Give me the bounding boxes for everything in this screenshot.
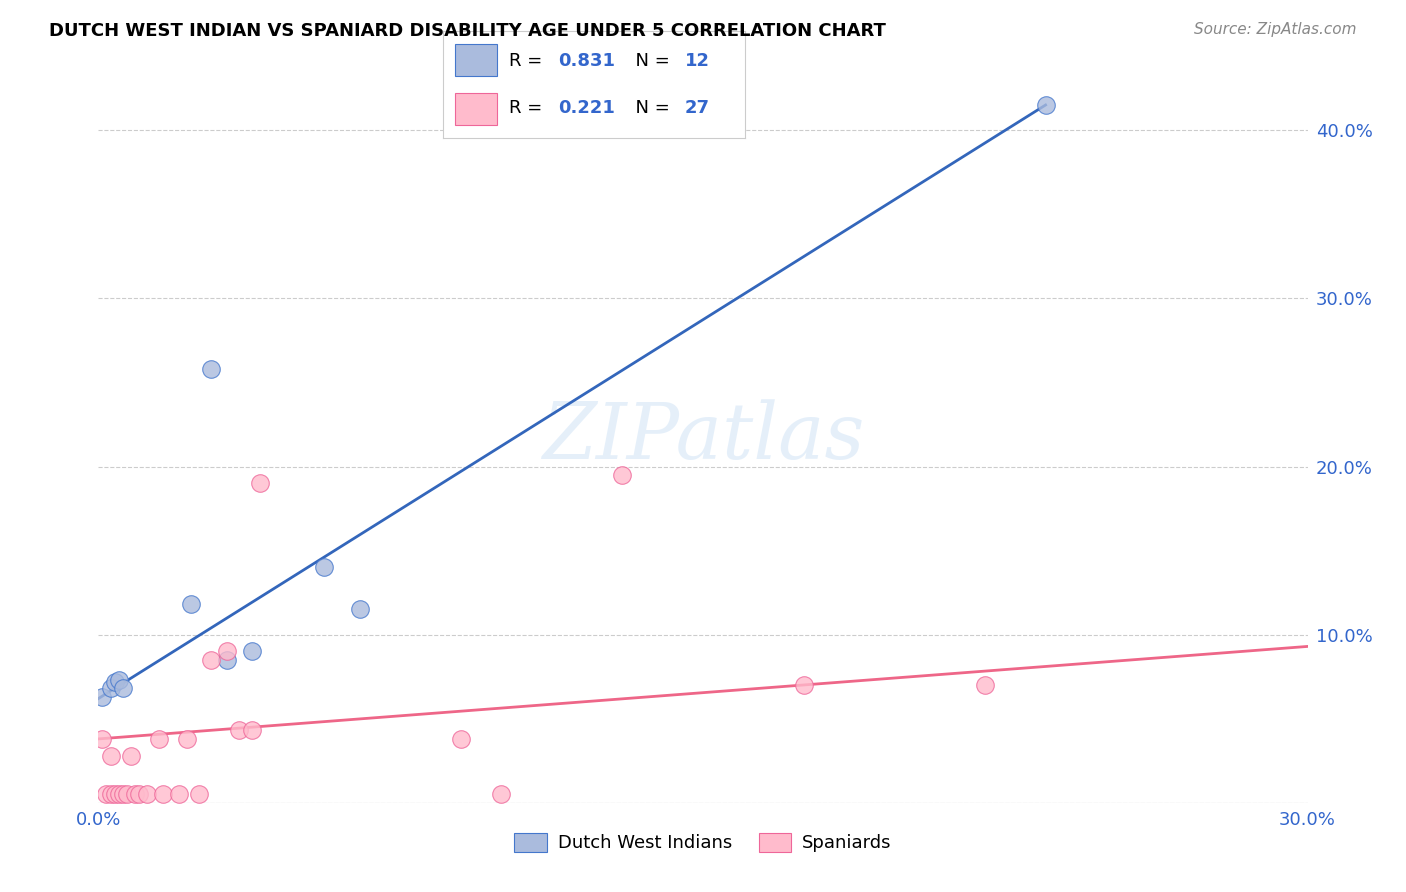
Point — [100, 748, 122, 763]
Point — [100, 681, 122, 696]
Text: DUTCH WEST INDIAN VS SPANIARD DISABILITY AGE UNDER 5 CORRELATION CHART: DUTCH WEST INDIAN VS SPANIARD DISABILITY… — [49, 22, 886, 40]
Text: 27: 27 — [685, 99, 710, 117]
Point — [128, 788, 150, 802]
Point — [180, 598, 202, 612]
Point — [115, 788, 138, 802]
Text: ZIPatlas: ZIPatlas — [541, 399, 865, 475]
Point — [612, 467, 634, 482]
Bar — [456, 94, 498, 126]
Legend: Dutch West Indians, Spaniards: Dutch West Indians, Spaniards — [508, 826, 898, 860]
Point — [91, 731, 114, 746]
Point — [96, 788, 118, 802]
Point — [148, 731, 170, 746]
Point — [124, 788, 146, 802]
Point — [188, 788, 211, 802]
Point — [135, 788, 157, 802]
Point — [103, 674, 125, 689]
Point — [107, 673, 129, 687]
Point — [240, 644, 263, 658]
Point — [103, 788, 125, 802]
Point — [217, 644, 239, 658]
Point — [793, 678, 815, 692]
Text: N =: N = — [624, 53, 676, 70]
Point — [450, 731, 472, 746]
Point — [176, 731, 198, 746]
Point — [107, 788, 129, 802]
Text: N =: N = — [624, 99, 676, 117]
Text: 12: 12 — [685, 53, 710, 70]
Bar — [456, 44, 498, 76]
Point — [1035, 98, 1057, 112]
Point — [314, 560, 336, 574]
Point — [240, 723, 263, 738]
Point — [152, 788, 174, 802]
Point — [491, 788, 513, 802]
Point — [349, 602, 371, 616]
Point — [111, 788, 134, 802]
Point — [974, 678, 997, 692]
Text: Source: ZipAtlas.com: Source: ZipAtlas.com — [1194, 22, 1357, 37]
Point — [120, 748, 142, 763]
Point — [111, 681, 134, 696]
Text: R =: R = — [509, 53, 548, 70]
Text: R =: R = — [509, 99, 548, 117]
Point — [200, 653, 222, 667]
Point — [228, 723, 250, 738]
Text: 0.831: 0.831 — [558, 53, 614, 70]
Point — [249, 476, 271, 491]
Point — [217, 653, 239, 667]
Text: 0.221: 0.221 — [558, 99, 614, 117]
Point — [91, 690, 114, 704]
Point — [200, 362, 222, 376]
Point — [167, 788, 190, 802]
Point — [100, 788, 122, 802]
